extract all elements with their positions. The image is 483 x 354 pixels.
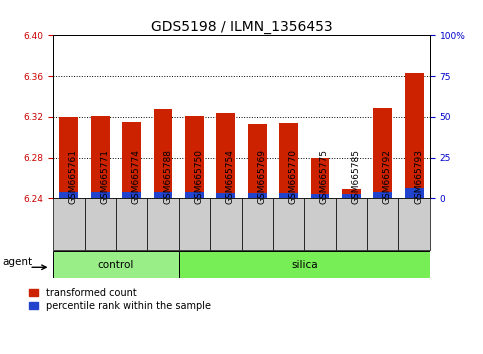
Text: GSM665761: GSM665761: [69, 149, 78, 204]
Bar: [342, 194, 361, 198]
FancyBboxPatch shape: [336, 198, 367, 250]
Title: GDS5198 / ILMN_1356453: GDS5198 / ILMN_1356453: [151, 21, 332, 34]
Text: GSM665788: GSM665788: [163, 149, 172, 204]
Bar: [185, 192, 204, 198]
Bar: [405, 188, 424, 198]
Bar: [154, 109, 172, 198]
Text: GSM665771: GSM665771: [100, 149, 109, 204]
Bar: [59, 117, 78, 198]
Text: GSM665775: GSM665775: [320, 149, 329, 204]
FancyBboxPatch shape: [367, 198, 398, 250]
FancyBboxPatch shape: [85, 198, 116, 250]
FancyBboxPatch shape: [147, 198, 179, 250]
Bar: [122, 192, 141, 198]
FancyBboxPatch shape: [53, 198, 85, 250]
FancyBboxPatch shape: [304, 198, 336, 250]
FancyBboxPatch shape: [53, 251, 179, 278]
Bar: [216, 113, 235, 198]
Bar: [154, 192, 172, 198]
Bar: [373, 108, 392, 198]
Text: GSM665792: GSM665792: [383, 149, 392, 204]
Text: GSM665793: GSM665793: [414, 149, 423, 204]
Bar: [59, 192, 78, 198]
Bar: [279, 123, 298, 198]
Bar: [91, 116, 110, 198]
Bar: [405, 73, 424, 198]
FancyBboxPatch shape: [398, 198, 430, 250]
Text: control: control: [98, 259, 134, 270]
FancyBboxPatch shape: [179, 198, 210, 250]
FancyBboxPatch shape: [116, 198, 147, 250]
Bar: [122, 122, 141, 198]
Bar: [248, 124, 267, 198]
Text: GSM665750: GSM665750: [194, 149, 203, 204]
FancyBboxPatch shape: [179, 251, 430, 278]
Legend: transformed count, percentile rank within the sample: transformed count, percentile rank withi…: [29, 288, 211, 311]
Bar: [373, 192, 392, 198]
Bar: [279, 193, 298, 198]
Text: GSM665769: GSM665769: [257, 149, 266, 204]
Text: GSM665785: GSM665785: [352, 149, 360, 204]
Bar: [216, 193, 235, 198]
Bar: [311, 158, 329, 198]
Text: GSM665754: GSM665754: [226, 149, 235, 204]
Bar: [91, 192, 110, 198]
Bar: [185, 116, 204, 198]
Bar: [311, 194, 329, 198]
FancyBboxPatch shape: [210, 198, 242, 250]
FancyBboxPatch shape: [273, 198, 304, 250]
Text: GSM665770: GSM665770: [289, 149, 298, 204]
Bar: [248, 193, 267, 198]
FancyBboxPatch shape: [242, 198, 273, 250]
Bar: [342, 189, 361, 198]
Text: agent: agent: [3, 257, 33, 267]
Text: GSM665774: GSM665774: [131, 149, 141, 204]
Text: silica: silica: [291, 259, 318, 270]
